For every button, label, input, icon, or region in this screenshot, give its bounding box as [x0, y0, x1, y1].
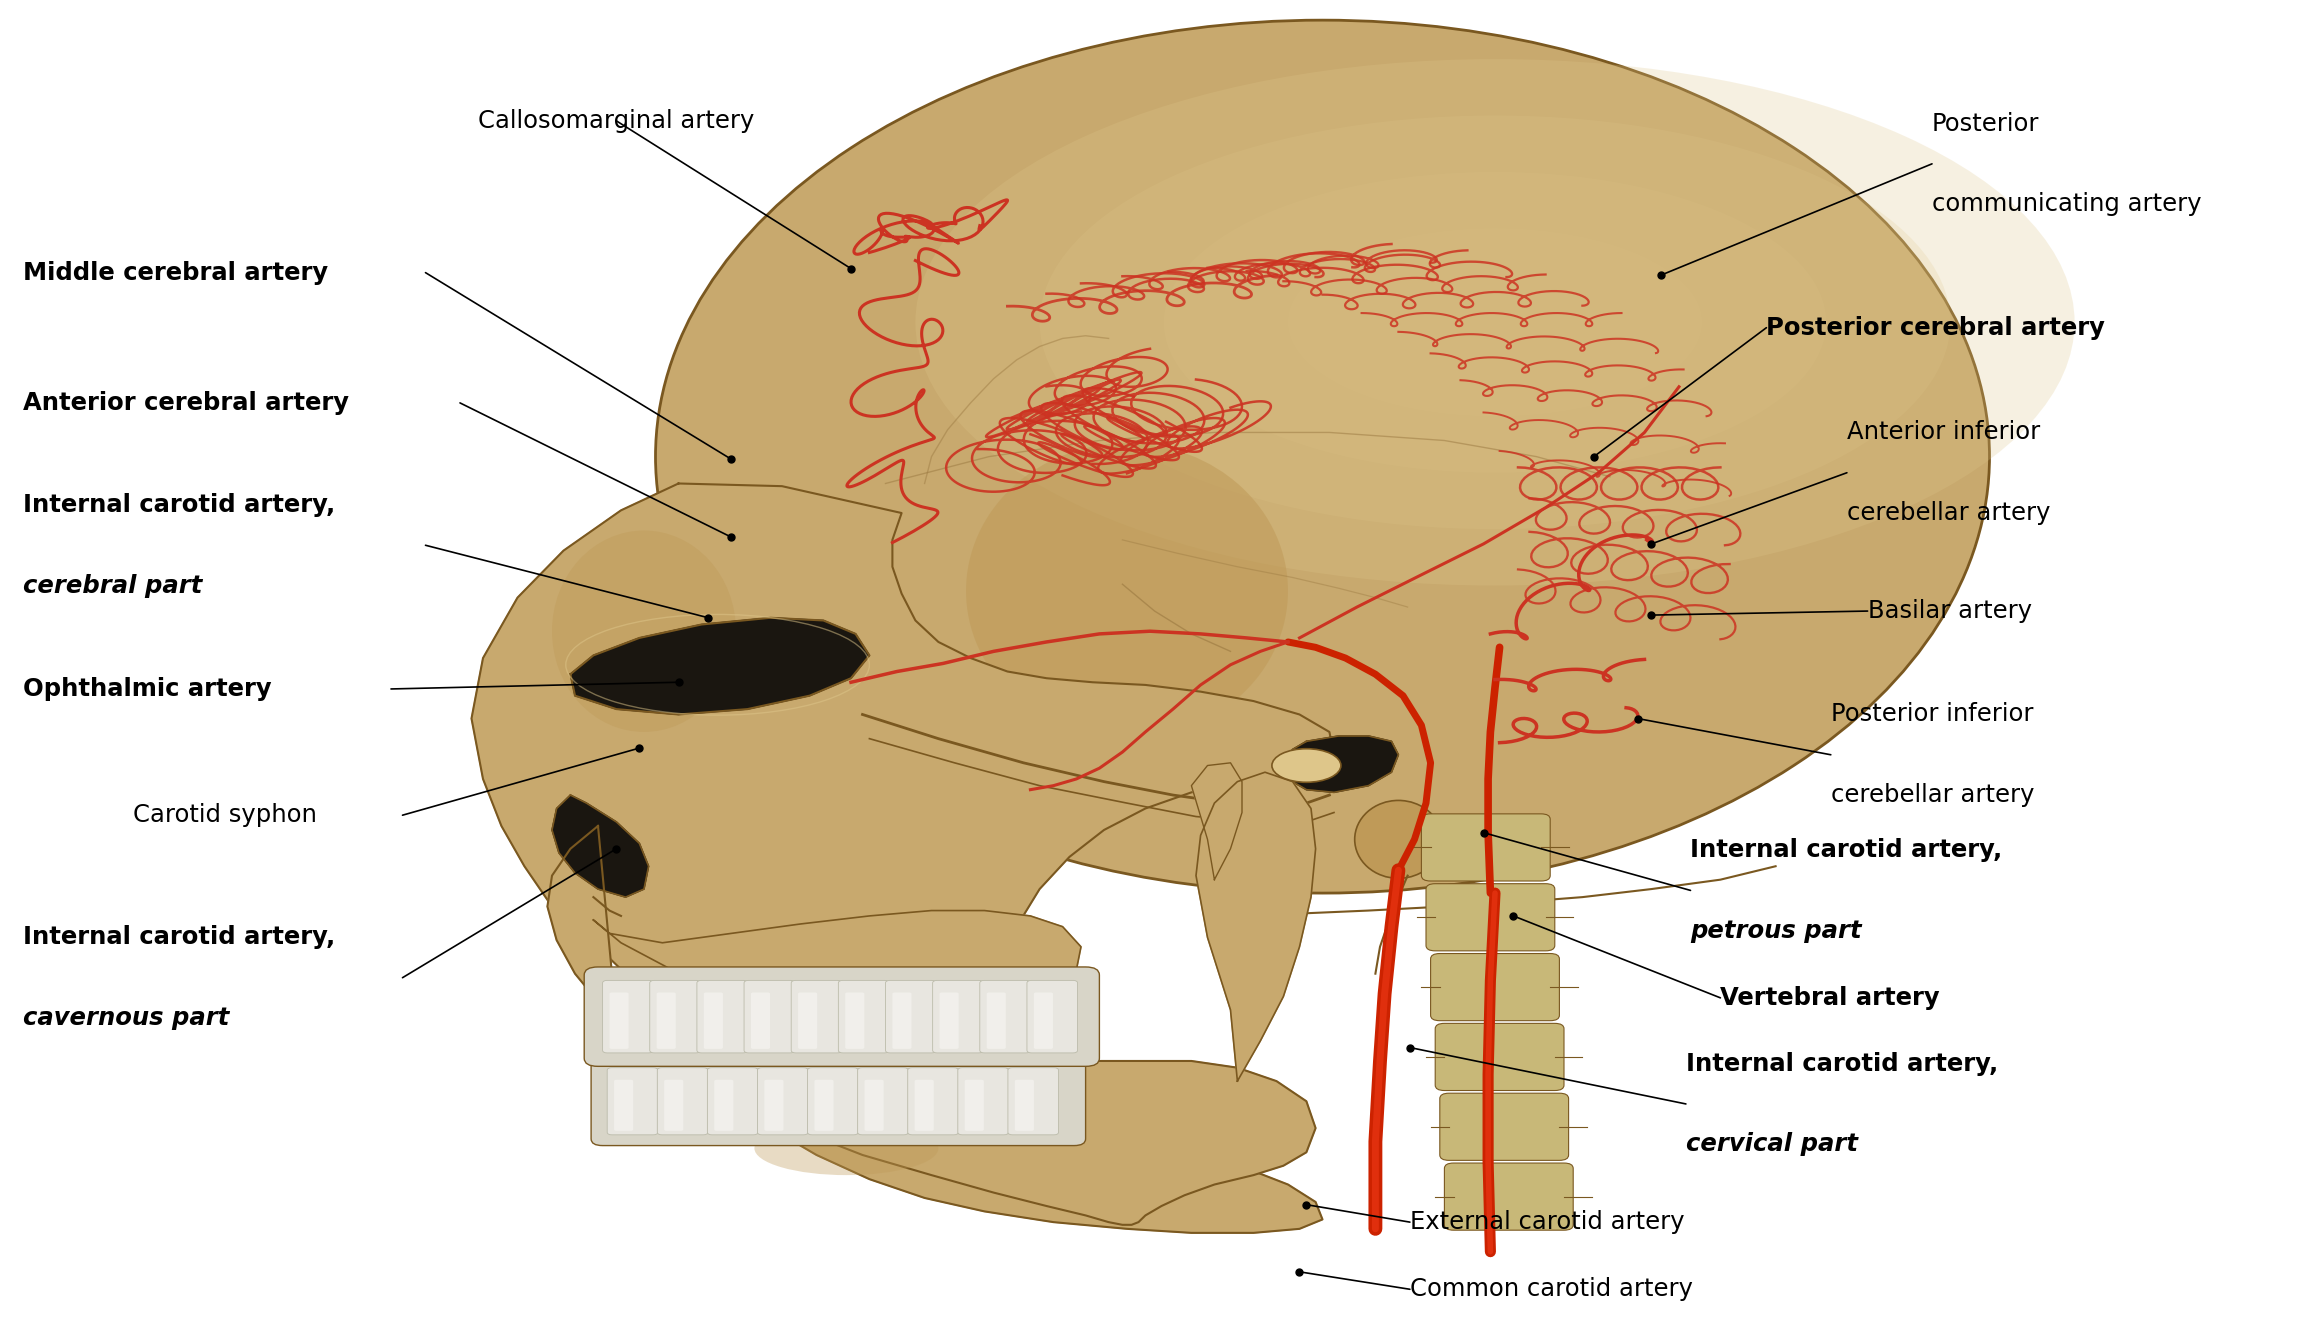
Text: Internal carotid artery,: Internal carotid artery,	[23, 925, 336, 950]
Polygon shape	[552, 795, 649, 897]
Polygon shape	[1191, 763, 1242, 880]
Text: cerebellar artery: cerebellar artery	[1831, 783, 2033, 807]
FancyBboxPatch shape	[938, 992, 959, 1049]
Ellipse shape	[966, 443, 1288, 739]
FancyBboxPatch shape	[1035, 992, 1053, 1049]
FancyBboxPatch shape	[886, 980, 936, 1053]
FancyBboxPatch shape	[791, 980, 842, 1053]
FancyBboxPatch shape	[665, 1080, 683, 1131]
Polygon shape	[472, 483, 1334, 1233]
Polygon shape	[1196, 772, 1316, 1081]
FancyBboxPatch shape	[865, 1080, 883, 1131]
FancyBboxPatch shape	[1028, 980, 1076, 1053]
FancyBboxPatch shape	[1444, 1163, 1573, 1230]
FancyBboxPatch shape	[980, 980, 1030, 1053]
Text: Common carotid artery: Common carotid artery	[1410, 1277, 1693, 1301]
FancyBboxPatch shape	[1426, 884, 1555, 951]
Ellipse shape	[915, 59, 2075, 586]
FancyBboxPatch shape	[807, 1068, 858, 1135]
FancyBboxPatch shape	[892, 992, 911, 1049]
Polygon shape	[547, 826, 1316, 1225]
Text: Internal carotid artery,: Internal carotid artery,	[23, 493, 336, 517]
FancyBboxPatch shape	[697, 980, 748, 1053]
FancyBboxPatch shape	[750, 992, 771, 1049]
FancyBboxPatch shape	[840, 980, 888, 1053]
FancyBboxPatch shape	[1007, 1068, 1058, 1135]
FancyBboxPatch shape	[603, 980, 653, 1053]
FancyBboxPatch shape	[607, 1068, 658, 1135]
Text: cervical part: cervical part	[1686, 1132, 1858, 1156]
FancyBboxPatch shape	[591, 1054, 1086, 1146]
Text: Anterior inferior: Anterior inferior	[1847, 420, 2040, 445]
Text: communicating artery: communicating artery	[1932, 192, 2201, 216]
FancyBboxPatch shape	[715, 1080, 734, 1131]
Ellipse shape	[1355, 800, 1442, 878]
FancyBboxPatch shape	[584, 967, 1099, 1066]
FancyBboxPatch shape	[658, 992, 676, 1049]
FancyBboxPatch shape	[957, 1068, 1007, 1135]
Ellipse shape	[1164, 172, 1826, 473]
FancyBboxPatch shape	[858, 1068, 908, 1135]
FancyBboxPatch shape	[610, 992, 628, 1049]
Text: Carotid syphon: Carotid syphon	[133, 803, 317, 827]
Text: External carotid artery: External carotid artery	[1410, 1210, 1684, 1234]
FancyBboxPatch shape	[708, 1068, 759, 1135]
FancyBboxPatch shape	[1421, 814, 1550, 881]
FancyBboxPatch shape	[908, 1068, 959, 1135]
FancyBboxPatch shape	[651, 980, 702, 1053]
FancyBboxPatch shape	[987, 992, 1005, 1049]
FancyBboxPatch shape	[764, 1080, 784, 1131]
FancyBboxPatch shape	[1435, 1023, 1564, 1091]
Text: Posterior inferior: Posterior inferior	[1831, 702, 2033, 727]
FancyBboxPatch shape	[1014, 1080, 1035, 1131]
FancyBboxPatch shape	[934, 980, 984, 1053]
Polygon shape	[1283, 736, 1398, 792]
FancyBboxPatch shape	[1440, 1093, 1569, 1160]
Polygon shape	[570, 618, 869, 714]
Text: petrous part: petrous part	[1690, 919, 1863, 943]
Ellipse shape	[1040, 115, 1950, 529]
FancyBboxPatch shape	[757, 1068, 807, 1135]
Text: Ophthalmic artery: Ophthalmic artery	[23, 677, 271, 701]
Text: Vertebral artery: Vertebral artery	[1720, 986, 1939, 1010]
FancyBboxPatch shape	[846, 992, 865, 1049]
FancyBboxPatch shape	[964, 1080, 984, 1131]
Text: cerebellar artery: cerebellar artery	[1847, 501, 2049, 525]
Text: Internal carotid artery,: Internal carotid artery,	[1686, 1052, 1999, 1076]
Text: Posterior cerebral artery: Posterior cerebral artery	[1766, 316, 2104, 340]
Ellipse shape	[1272, 748, 1341, 782]
Text: Anterior cerebral artery: Anterior cerebral artery	[23, 391, 350, 415]
FancyBboxPatch shape	[614, 1080, 632, 1131]
FancyBboxPatch shape	[814, 1080, 833, 1131]
Text: cerebral part: cerebral part	[23, 573, 202, 598]
Ellipse shape	[1288, 228, 1702, 416]
Text: Middle cerebral artery: Middle cerebral artery	[23, 261, 329, 285]
FancyBboxPatch shape	[915, 1080, 934, 1131]
Polygon shape	[593, 911, 1081, 1023]
FancyBboxPatch shape	[798, 992, 816, 1049]
Text: Internal carotid artery,: Internal carotid artery,	[1690, 838, 2003, 862]
FancyBboxPatch shape	[1431, 954, 1559, 1021]
Ellipse shape	[552, 530, 736, 732]
Ellipse shape	[754, 1121, 938, 1175]
FancyBboxPatch shape	[658, 1068, 708, 1135]
Text: Basilar artery: Basilar artery	[1868, 599, 2031, 623]
Text: cavernous part: cavernous part	[23, 1006, 230, 1030]
FancyBboxPatch shape	[704, 992, 722, 1049]
Text: Callosomarginal artery: Callosomarginal artery	[478, 109, 754, 133]
Text: Posterior: Posterior	[1932, 111, 2040, 136]
FancyBboxPatch shape	[745, 980, 796, 1053]
Ellipse shape	[656, 20, 1990, 893]
